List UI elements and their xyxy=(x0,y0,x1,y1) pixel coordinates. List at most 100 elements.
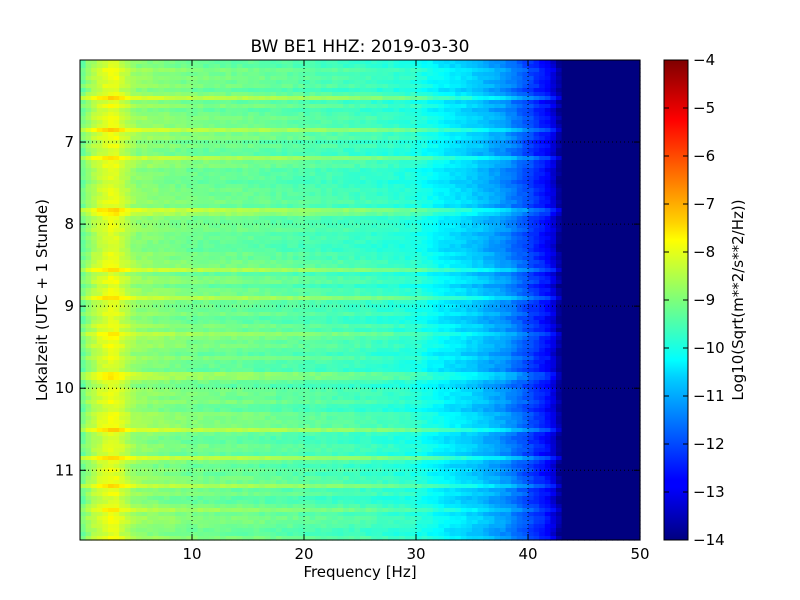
heatmap-cell xyxy=(231,240,238,245)
heatmap-cell xyxy=(427,188,434,193)
heatmap-cell xyxy=(421,240,428,245)
heatmap-cell xyxy=(141,64,148,69)
heatmap-cell xyxy=(309,252,316,257)
heatmap-cell xyxy=(438,108,445,113)
heatmap-cell xyxy=(214,128,221,133)
heatmap-cell xyxy=(113,80,120,85)
heatmap-cell xyxy=(410,256,417,261)
heatmap-cell xyxy=(572,140,579,145)
heatmap-cell xyxy=(136,136,143,141)
heatmap-cell xyxy=(169,208,176,213)
heatmap-cell xyxy=(337,240,344,245)
heatmap-cell xyxy=(595,148,602,153)
heatmap-cell xyxy=(130,64,137,69)
heatmap-cell xyxy=(332,152,339,157)
heatmap-cell xyxy=(309,220,316,225)
heatmap-cell xyxy=(427,96,434,101)
heatmap-cell xyxy=(158,176,165,181)
heatmap-cell xyxy=(449,164,456,169)
heatmap-cell xyxy=(466,108,473,113)
heatmap-cell xyxy=(371,176,378,181)
heatmap-cell xyxy=(96,160,103,165)
heatmap-cell xyxy=(438,184,445,189)
heatmap-cell xyxy=(264,228,271,233)
heatmap-cell xyxy=(231,68,238,73)
heatmap-cell xyxy=(455,224,462,229)
heatmap-cell xyxy=(365,196,372,201)
heatmap-cell xyxy=(617,76,624,81)
heatmap-cell xyxy=(152,140,159,145)
heatmap-cell xyxy=(606,108,613,113)
heatmap-cell xyxy=(354,200,361,205)
heatmap-cell xyxy=(264,112,271,117)
heatmap-cell xyxy=(270,124,277,129)
heatmap-cell xyxy=(595,184,602,189)
heatmap-cell xyxy=(309,152,316,157)
heatmap-cell xyxy=(628,160,635,165)
heatmap-cell xyxy=(180,116,187,121)
heatmap-cell xyxy=(606,116,613,121)
heatmap-cell xyxy=(108,228,115,233)
heatmap-cell xyxy=(192,108,199,113)
heatmap-cell xyxy=(623,212,630,217)
heatmap-cell xyxy=(404,68,411,73)
heatmap-cell xyxy=(236,188,243,193)
heatmap-cell xyxy=(337,76,344,81)
heatmap-cell xyxy=(337,120,344,125)
heatmap-cell xyxy=(444,132,451,137)
heatmap-cell xyxy=(242,72,249,77)
heatmap-cell xyxy=(343,148,350,153)
heatmap-cell xyxy=(628,228,635,233)
heatmap-cell xyxy=(281,84,288,89)
heatmap-cell xyxy=(169,76,176,81)
heatmap-cell xyxy=(141,208,148,213)
heatmap-cell xyxy=(225,200,232,205)
heatmap-cell xyxy=(432,104,439,109)
heatmap-cell xyxy=(494,192,501,197)
heatmap-cell xyxy=(281,92,288,97)
heatmap-cell xyxy=(410,148,417,153)
heatmap-cell xyxy=(96,172,103,177)
heatmap-cell xyxy=(432,108,439,113)
heatmap-cell xyxy=(102,76,109,81)
heatmap-cell xyxy=(141,156,148,161)
heatmap-cell xyxy=(192,252,199,257)
heatmap-cell xyxy=(225,212,232,217)
heatmap-cell xyxy=(376,200,383,205)
heatmap-cell xyxy=(80,120,87,125)
heatmap-cell xyxy=(500,160,507,165)
heatmap-cell xyxy=(550,84,557,89)
heatmap-cell xyxy=(595,256,602,261)
heatmap-cell xyxy=(365,240,372,245)
heatmap-cell xyxy=(130,172,137,177)
heatmap-cell xyxy=(444,168,451,173)
heatmap-cell xyxy=(136,100,143,105)
heatmap-cell xyxy=(276,88,283,93)
heatmap-cell xyxy=(455,232,462,237)
heatmap-cell xyxy=(259,196,266,201)
heatmap-cell xyxy=(449,144,456,149)
heatmap-cell xyxy=(242,84,249,89)
heatmap-cell xyxy=(556,80,563,85)
heatmap-cell xyxy=(584,60,591,65)
heatmap-cell xyxy=(544,228,551,233)
heatmap-cell xyxy=(628,248,635,253)
heatmap-cell xyxy=(220,236,227,241)
heatmap-cell xyxy=(516,104,523,109)
heatmap-cell xyxy=(589,60,596,65)
heatmap-cell xyxy=(488,96,495,101)
heatmap-cell xyxy=(533,112,540,117)
heatmap-cell xyxy=(348,200,355,205)
heatmap-cell xyxy=(96,168,103,173)
heatmap-cell xyxy=(270,68,277,73)
heatmap-cell xyxy=(432,228,439,233)
heatmap-cell xyxy=(136,84,143,89)
heatmap-cell xyxy=(175,112,182,117)
heatmap-cell xyxy=(253,188,260,193)
heatmap-cell xyxy=(460,228,467,233)
heatmap-cell xyxy=(264,220,271,225)
heatmap-cell xyxy=(309,164,316,169)
heatmap-cell xyxy=(203,244,210,249)
heatmap-cell xyxy=(85,196,92,201)
heatmap-cell xyxy=(522,192,529,197)
